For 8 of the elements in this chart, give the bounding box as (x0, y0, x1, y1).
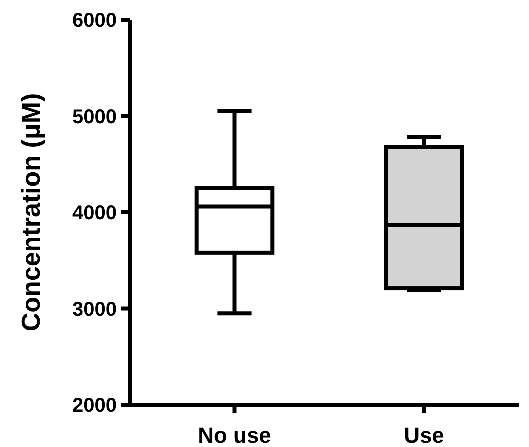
y-tick-label: 4000 (72, 202, 117, 224)
y-tick-label: 5000 (72, 106, 117, 128)
x-tick-label: Use (404, 423, 444, 447)
y-tick-label: 3000 (72, 298, 117, 321)
y-tick-label: 6000 (72, 10, 117, 32)
x-tick-label: No use (198, 423, 272, 447)
y-tick-label: 2000 (72, 395, 117, 417)
y-axis-title: Concentration (μM) (16, 93, 46, 332)
